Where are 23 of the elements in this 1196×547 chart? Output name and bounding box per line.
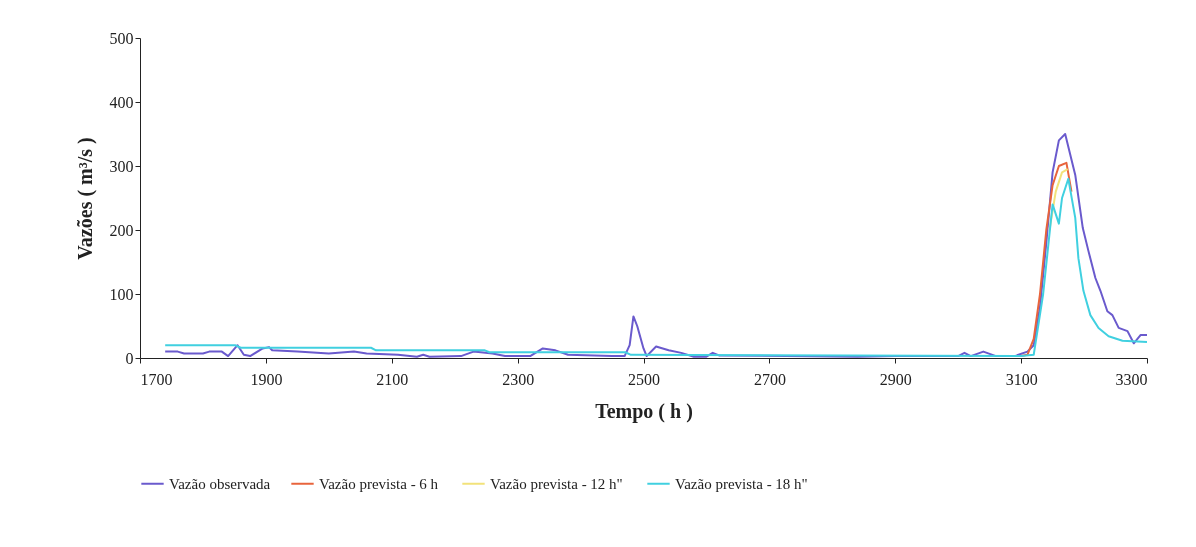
line-series bbox=[164, 133, 1148, 358]
x-axis-title: Tempo ( h ) bbox=[595, 399, 693, 423]
x-tick-label: 2500 bbox=[628, 370, 660, 388]
y-tick-label: 100 bbox=[109, 285, 134, 303]
y-tick-label: 400 bbox=[109, 93, 134, 111]
legend-label: Vazão prevista - 18 h" bbox=[675, 475, 808, 492]
y-tick-label: 300 bbox=[109, 157, 134, 175]
x-tick-label: 2700 bbox=[753, 370, 786, 388]
y-tick-label: 0 bbox=[125, 349, 134, 367]
legend-label: Vazão prevista - 12 h" bbox=[490, 475, 623, 492]
x-tick-label: 2900 bbox=[879, 370, 912, 388]
x-tick-label: 1900 bbox=[250, 370, 283, 388]
y-tick-label: 500 bbox=[109, 29, 134, 47]
legend-label: Vazão prevista - 6 h bbox=[319, 475, 439, 492]
legend-label: Vazão observada bbox=[169, 475, 271, 492]
line-series bbox=[164, 177, 1148, 358]
y-tick-label: 200 bbox=[109, 221, 134, 239]
x-tick-label: 3300 bbox=[1115, 370, 1148, 388]
x-tick-label: 3100 bbox=[1005, 370, 1038, 388]
y-axis-title: Vazões ( m³/s ) bbox=[73, 137, 97, 260]
x-tick-label: 1700 bbox=[140, 370, 173, 388]
x-tick-label: 2300 bbox=[502, 370, 535, 388]
x-tick-label: 2100 bbox=[376, 370, 409, 388]
